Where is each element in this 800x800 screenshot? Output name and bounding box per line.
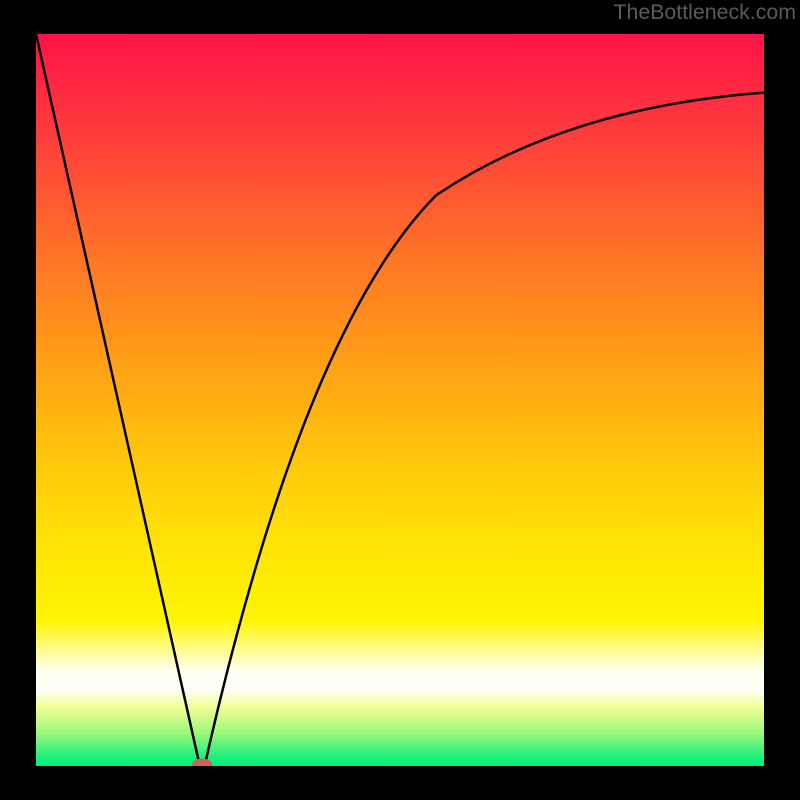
plot-svg [36,34,764,766]
plot-area [36,34,764,766]
watermark-label: TheBottleneck.com [613,0,796,25]
gradient-background [36,34,764,766]
chart-container: TheBottleneck.com [0,0,800,800]
